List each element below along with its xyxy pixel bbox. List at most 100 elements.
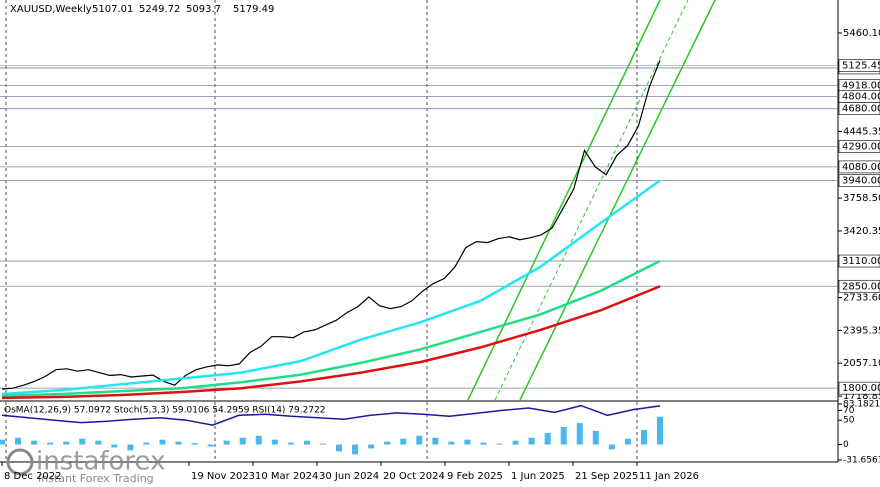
osma-bar xyxy=(608,444,615,450)
y-tick-label: 3758.50 xyxy=(843,193,880,204)
osma-bar xyxy=(368,444,375,449)
y-tick-label: 4445.35 xyxy=(843,126,880,137)
osma-bar xyxy=(223,440,230,445)
osma-bar xyxy=(95,440,102,445)
moving-average xyxy=(1,285,661,400)
x-tick-label: 20 Oct 2024 xyxy=(383,471,445,482)
osma-bar xyxy=(576,423,583,445)
osma-bar xyxy=(63,441,70,445)
level-label: 1800.00 xyxy=(842,383,880,394)
osma-bar xyxy=(303,440,310,445)
y-tick-label: 5460.10 xyxy=(843,28,880,39)
trend-channel xyxy=(467,0,716,401)
osma-bar xyxy=(31,440,38,445)
y-tick-label: 2733.60 xyxy=(843,293,880,304)
level-box xyxy=(838,381,880,395)
indicator-title: OsMA(12,26,9) 57.0972 Stoch(5,3,3) 59.01… xyxy=(4,406,326,416)
current-price-box xyxy=(838,59,880,72)
osma-bar xyxy=(287,442,294,445)
watermark-tagline: Instant Forex Trading xyxy=(38,472,154,485)
y-tick-label: 1718.85 xyxy=(843,391,880,402)
x-tick-label: 9 Feb 2025 xyxy=(447,471,503,482)
channel-line xyxy=(519,0,716,401)
osma-bar xyxy=(400,438,407,445)
x-tick-label: 10 Mar 2024 xyxy=(255,471,318,482)
osma-bar xyxy=(416,435,423,445)
osma-bar xyxy=(207,444,214,447)
indicator-tick-label: 83.1821 xyxy=(843,400,880,410)
osma-bar xyxy=(544,432,551,445)
osma-bar xyxy=(448,441,455,445)
moving-average xyxy=(1,259,661,398)
osma-bar xyxy=(175,441,182,445)
y-tick-label: 2057.10 xyxy=(843,358,880,369)
moving-average xyxy=(1,179,661,396)
osma-bar xyxy=(319,443,326,445)
x-tick-label: 30 Jun 2024 xyxy=(319,471,379,482)
osma-bar xyxy=(496,443,503,445)
level-label: 3110.00 xyxy=(842,256,880,267)
x-tick-label: 1 Jun 2025 xyxy=(511,471,565,482)
level-label: 4918.00 xyxy=(842,81,880,92)
indicator-line xyxy=(1,404,661,426)
osma-bar xyxy=(79,438,86,445)
osma-bar xyxy=(352,444,359,455)
watermark: instaforex Instant Forex Trading xyxy=(6,447,165,485)
osma-bar xyxy=(480,442,487,445)
indicator-tick-label: 70 xyxy=(843,406,855,416)
osma-bar xyxy=(159,439,166,445)
osma-bar xyxy=(464,439,471,445)
level-label: 3940.00 xyxy=(842,175,880,186)
y-tick-label: 3420.35 xyxy=(843,226,880,237)
level-label: 4290.00 xyxy=(842,142,880,153)
osma-bar xyxy=(624,438,631,445)
osma-bar xyxy=(127,444,134,451)
level-label: 2850.00 xyxy=(842,281,880,292)
osma-bar xyxy=(512,440,519,445)
x-tick-label: 19 Nov 2023 xyxy=(191,471,255,482)
osma-bar xyxy=(191,443,198,445)
level-box xyxy=(838,102,880,115)
osma-bar xyxy=(271,439,278,445)
level-box xyxy=(838,279,880,293)
price-line xyxy=(1,59,661,390)
osma-bar xyxy=(384,441,391,445)
osma-bar xyxy=(336,444,343,452)
osma-bar xyxy=(640,429,647,445)
level-label: 4080.00 xyxy=(842,162,880,173)
osma-bar xyxy=(255,435,262,445)
osma-bar xyxy=(111,444,118,448)
current-price-label: 5125.45 xyxy=(842,60,880,71)
osma-bar xyxy=(432,437,439,445)
level-box xyxy=(838,254,880,268)
level-label: 4680.00 xyxy=(842,104,880,115)
osma-bar xyxy=(560,427,567,445)
level-box xyxy=(838,140,880,153)
y-tick-label: 2395.35 xyxy=(843,325,880,336)
ohlc-value: 5107.01 xyxy=(92,4,133,15)
symbol: XAUUSD,Weekly xyxy=(10,4,92,15)
osma-bar xyxy=(592,430,599,445)
osma-bar xyxy=(143,442,150,445)
osma-bar xyxy=(657,416,663,445)
indicator-tick-label: 0 xyxy=(843,440,849,450)
osma-bar xyxy=(0,439,5,445)
ohlc-value: 5249.72 xyxy=(139,4,180,15)
watermark-brand: instaforex xyxy=(36,447,165,477)
indicator-tick-label: 50 xyxy=(843,416,855,426)
level-box xyxy=(838,174,880,187)
osma-bar xyxy=(239,437,246,445)
level-box xyxy=(838,160,880,174)
osma-bar xyxy=(47,442,54,445)
level-label: 4804.00 xyxy=(842,92,880,103)
x-tick-label: 8 Dec 2022 xyxy=(4,471,62,482)
ohlc-value: 5179.49 xyxy=(233,4,274,15)
x-tick-label: 11 Jan 2026 xyxy=(639,471,699,482)
x-tick-label: 21 Sep 2025 xyxy=(575,471,638,482)
indicator-tick-label: -31.6563 xyxy=(843,456,880,466)
ohlc-value: 5093.7 xyxy=(186,4,221,15)
watermark-logo xyxy=(6,448,34,476)
osma-bar xyxy=(528,437,535,445)
